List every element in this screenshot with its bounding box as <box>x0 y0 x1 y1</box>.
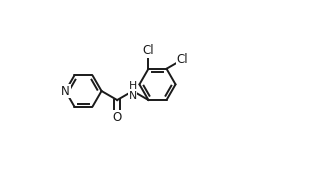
Text: Cl: Cl <box>143 44 154 57</box>
Text: Cl: Cl <box>176 53 188 66</box>
Text: O: O <box>113 111 122 124</box>
Text: H
N: H N <box>129 81 137 101</box>
Text: N: N <box>61 84 70 98</box>
